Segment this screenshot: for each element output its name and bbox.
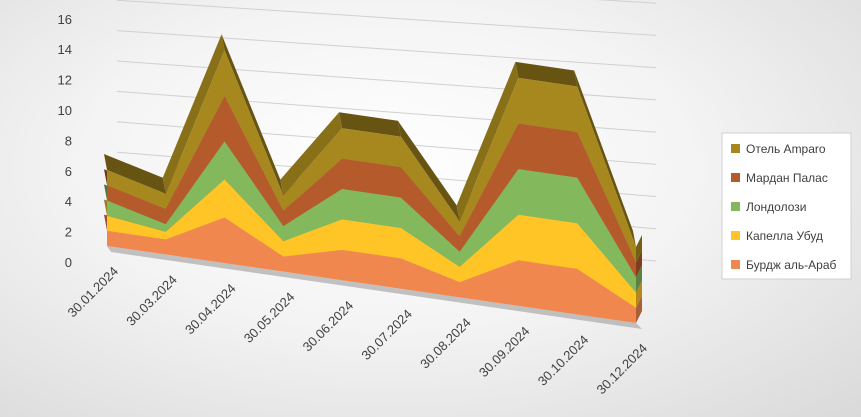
series-top-surface [280, 112, 343, 196]
y-tick-label: 8 [65, 133, 72, 148]
x-tick-label: 30.05.2024 [241, 289, 298, 346]
x-tick-label: 30.06.2024 [300, 298, 357, 355]
series-area-1 [107, 217, 636, 323]
series-top-surface [221, 34, 284, 196]
y-tick-label: 12 [58, 73, 72, 88]
x-tick-label: 30.07.2024 [358, 306, 415, 363]
series-top-surface [397, 120, 460, 222]
y-tick-label: 6 [65, 164, 72, 179]
x-tick-label: 30.09.2024 [476, 323, 533, 380]
series-area-5 [107, 50, 636, 263]
legend-item-label: Бурдж аль-Араб [746, 258, 837, 272]
legend-item-label: Лондолози [746, 200, 806, 214]
chart-floor [107, 246, 642, 329]
x-tick-label: 30.12.2024 [593, 341, 650, 398]
x-tick-label: 30.10.2024 [535, 332, 592, 389]
legend-item-label: Капелла Убуд [746, 229, 823, 243]
series-areas [104, 34, 642, 323]
gridline-16 [596, 0, 657, 4]
legend-box [721, 132, 852, 280]
legend-swatch [731, 260, 740, 269]
series-top-surface [456, 61, 519, 222]
legend: Отель Amparo Мардан Палас Лондолози Капелла… [721, 132, 852, 280]
gridline-12 [116, 30, 657, 69]
x-tick-label: 30.08.2024 [417, 315, 474, 372]
series-top-surface [162, 34, 225, 194]
gridline-14 [116, 0, 657, 36]
legend-swatch [731, 144, 740, 153]
y-tick-label: 4 [65, 194, 72, 209]
series-area-2 [107, 179, 636, 308]
series-end-cap [636, 250, 642, 278]
series-end-cap [636, 295, 642, 323]
series-end-cap [636, 235, 642, 263]
series-top-surface [515, 61, 578, 87]
legend-swatch [731, 173, 740, 182]
chart-floor-edge [107, 246, 642, 329]
y-tick-label: 16 [58, 12, 72, 27]
y-tick-label: 2 [65, 225, 72, 240]
y-tick-label: 14 [58, 42, 72, 57]
legend-item-label: Отель Amparo [746, 142, 826, 156]
y-tick-label: 10 [58, 103, 72, 118]
legend-swatch [731, 202, 740, 211]
series-top-surface [104, 154, 166, 194]
legend-item-label: Мардан Палас [746, 171, 828, 185]
x-tick-label: 30.01.2024 [64, 264, 121, 321]
x-tick-label: 30.03.2024 [123, 272, 180, 329]
x-tick-label: 30.04.2024 [182, 281, 239, 338]
y-axis-ticks: 0 2 4 6 8 10 12 14 16 [58, 12, 72, 270]
series-top-surface [339, 112, 401, 137]
legend-swatch [731, 231, 740, 240]
series-area-4 [107, 95, 636, 278]
series-top-surface [574, 70, 636, 247]
series-end-cap [636, 265, 642, 293]
y-tick-label: 0 [65, 255, 72, 270]
series-end-cap [636, 280, 642, 308]
series-area-3 [107, 141, 636, 293]
